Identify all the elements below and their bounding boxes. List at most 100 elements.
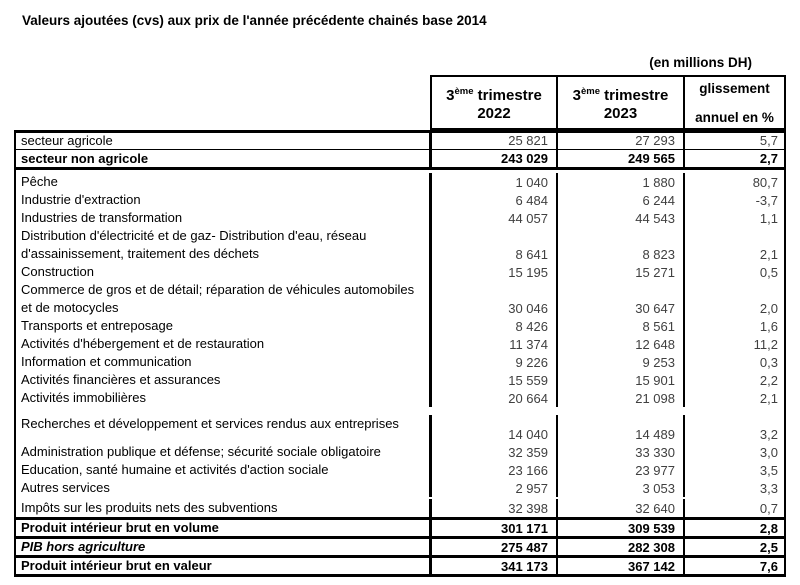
cell-pct: 2,5 (683, 539, 784, 555)
row-label: Industries de transformation (16, 209, 429, 227)
cell-2022: 9 226 (429, 353, 556, 371)
header-year-2023: 2023 (603, 104, 638, 122)
data-table: secteur agricole 25 821 27 293 5,7 secte… (14, 130, 786, 577)
cell-2023: 8 823 (556, 227, 683, 263)
cell-2023: 15 271 (556, 263, 683, 281)
header-sup: ème (580, 85, 600, 97)
cell-2022: 44 057 (429, 209, 556, 227)
row-industrie-extraction: Industrie d'extraction 6 484 6 244 -3,7 (16, 191, 784, 209)
label-line: Activités d'hébergement et de restaurati… (21, 336, 265, 351)
header-cell-glissement: glissement annuel en % (683, 77, 784, 128)
label-line: Administration publique et défense; sécu… (21, 444, 381, 459)
cell-pct: 0,7 (683, 499, 784, 517)
row-label: Activités d'hébergement et de restaurati… (16, 335, 429, 353)
label-line: Autres services (21, 480, 110, 495)
row-autres-services: Autres services 2 957 3 053 3,3 (16, 479, 784, 497)
cell-2023: 3 053 (556, 479, 683, 497)
cell-2022: 25 821 (429, 133, 556, 149)
cell-2022: 6 484 (429, 191, 556, 209)
label-line: Information et communication (21, 354, 192, 369)
cell-pct: 2,7 (683, 150, 784, 167)
cell-pct: 0,3 (683, 353, 784, 371)
row-activites-financieres: Activités financières et assurances 15 5… (16, 371, 784, 389)
row-label: Impôts sur les produits nets des subvent… (16, 499, 429, 517)
cell-2023: 12 648 (556, 335, 683, 353)
cell-2022: 243 029 (429, 150, 556, 167)
header-cell-2022: 3ème trimestre 2022 (432, 77, 556, 128)
header-year-2022: 2022 (477, 104, 511, 122)
header-sup: ème (454, 85, 474, 97)
cell-2022: 14 040 (429, 415, 556, 443)
cell-pct: 3,0 (683, 443, 784, 461)
header-trimestre-2022: 3ème trimestre (446, 83, 542, 104)
cell-2022: 15 195 (429, 263, 556, 281)
row-commerce: Commerce de gros et de détail; réparatio… (16, 281, 784, 317)
row-label: Recherches et développement et services … (16, 415, 429, 443)
cell-pct: 80,7 (683, 173, 784, 191)
cell-2023: 23 977 (556, 461, 683, 479)
cell-2023: 1 880 (556, 173, 683, 191)
cell-2023: 367 142 (556, 558, 683, 574)
row-administration-publique: Administration publique et défense; sécu… (16, 443, 784, 461)
cell-2023: 14 489 (556, 415, 683, 443)
cell-2022: 341 173 (429, 558, 556, 574)
row-activites-immobilieres: Activités immobilières 20 664 21 098 2,1 (16, 389, 784, 407)
row-label: Transports et entreposage (16, 317, 429, 335)
cell-2022: 32 398 (429, 499, 556, 517)
cell-2023: 8 561 (556, 317, 683, 335)
page-title: Valeurs ajoutées (cvs) aux prix de l'ann… (22, 13, 487, 28)
cell-pct: 0,5 (683, 263, 784, 281)
label-line: Activités immobilières (21, 390, 146, 405)
cell-pct: 5,7 (683, 133, 784, 149)
cell-pct: 2,1 (683, 389, 784, 407)
cell-pct: 1,1 (683, 209, 784, 227)
label-line: d'assainissement, traitement des déchets (21, 246, 260, 261)
row-secteur-non-agricole: secteur non agricole 243 029 249 565 2,7 (16, 150, 784, 170)
cell-2022: 30 046 (429, 281, 556, 317)
row-label: Distribution d'électricité et de gaz- Di… (16, 227, 429, 263)
row-label: Produit intérieur brut en valeur (21, 558, 212, 573)
row-pib-volume: Produit intérieur brut en volume 301 171… (16, 520, 784, 539)
cell-2022: 11 374 (429, 335, 556, 353)
cell-2023: 21 098 (556, 389, 683, 407)
row-label: Commerce de gros et de détail; réparatio… (16, 281, 429, 317)
row-label: Education, santé humaine et activités d'… (16, 461, 429, 479)
row-education-sante: Education, santé humaine et activités d'… (16, 461, 784, 479)
header-glissement-line1: glissement (699, 81, 770, 96)
cell-2023: 33 330 (556, 443, 683, 461)
label-line: Industries de transformation (21, 210, 183, 225)
cell-2022: 1 040 (429, 173, 556, 191)
header-base: 3 (446, 86, 455, 104)
cell-2022: 275 487 (429, 539, 556, 555)
cell-pct: 3,2 (683, 415, 784, 443)
label-line: Distribution d'électricité et de gaz- Di… (21, 228, 367, 243)
header-rest: trimestre (473, 86, 542, 104)
cell-pct: 7,6 (683, 558, 784, 574)
header-rest: trimestre (599, 86, 669, 104)
unit-note: (en millions DH) (649, 55, 752, 70)
header-trimestre-2023: 3ème trimestre (573, 83, 669, 104)
row-distribution-electricite: Distribution d'électricité et de gaz- Di… (16, 227, 784, 263)
header-cell-2023: 3ème trimestre 2023 (556, 77, 683, 128)
row-pib-hors-agriculture: PIB hors agriculture 275 487 282 308 2,5 (16, 539, 784, 558)
cell-pct: 2,0 (683, 281, 784, 317)
cell-2023: 30 647 (556, 281, 683, 317)
cell-2022: 23 166 (429, 461, 556, 479)
cell-pct: 2,2 (683, 371, 784, 389)
row-hebergement-restauration: Activités d'hébergement et de restaurati… (16, 335, 784, 353)
cell-2022: 20 664 (429, 389, 556, 407)
cell-pct: 11,2 (683, 335, 784, 353)
cell-pct: 1,6 (683, 317, 784, 335)
detail-rows-block: Pêche 1 040 1 880 80,7 Industrie d'extra… (16, 170, 784, 520)
cell-2023: 309 539 (556, 520, 683, 536)
row-label: Activités financières et assurances (16, 371, 429, 389)
table-column-headers: 3ème trimestre 2022 3ème trimestre 2023 … (430, 75, 786, 130)
label-line: Activités financières et assurances (21, 372, 221, 387)
cell-2022: 8 641 (429, 227, 556, 263)
row-label: secteur non agricole (21, 151, 149, 166)
header-base: 3 (572, 86, 581, 104)
label-line: Construction (21, 264, 94, 279)
cell-2022: 301 171 (429, 520, 556, 536)
cell-2023: 15 901 (556, 371, 683, 389)
label-line: Education, santé humaine et activités d'… (21, 462, 329, 477)
